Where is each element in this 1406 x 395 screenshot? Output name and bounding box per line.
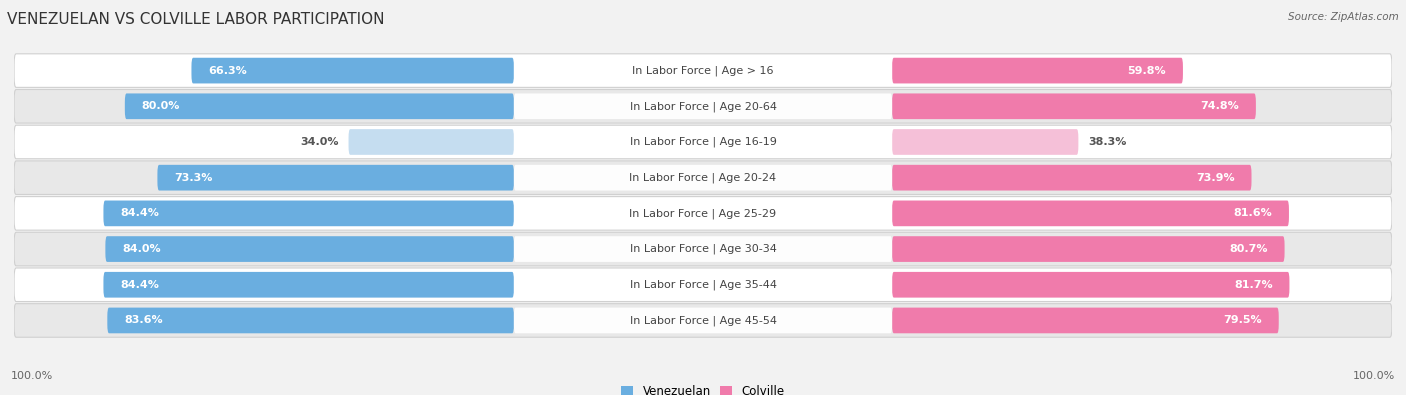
FancyBboxPatch shape [157,165,513,190]
Text: Source: ZipAtlas.com: Source: ZipAtlas.com [1288,12,1399,22]
FancyBboxPatch shape [14,304,1392,337]
Text: In Labor Force | Age 20-24: In Labor Force | Age 20-24 [630,173,776,183]
FancyBboxPatch shape [14,197,1392,230]
Text: 84.4%: 84.4% [121,209,159,218]
FancyBboxPatch shape [513,236,893,262]
Legend: Venezuelan, Colville: Venezuelan, Colville [617,380,789,395]
FancyBboxPatch shape [893,201,1289,226]
FancyBboxPatch shape [513,58,893,83]
FancyBboxPatch shape [513,94,893,119]
FancyBboxPatch shape [893,272,1289,297]
FancyBboxPatch shape [513,129,893,155]
FancyBboxPatch shape [107,308,513,333]
Text: 73.9%: 73.9% [1197,173,1234,182]
FancyBboxPatch shape [14,90,1392,123]
Text: 59.8%: 59.8% [1128,66,1166,75]
Text: 83.6%: 83.6% [124,316,163,325]
FancyBboxPatch shape [104,272,513,297]
FancyBboxPatch shape [14,232,1392,266]
FancyBboxPatch shape [513,308,893,333]
Text: In Labor Force | Age 45-54: In Labor Force | Age 45-54 [630,315,776,326]
Text: In Labor Force | Age > 16: In Labor Force | Age > 16 [633,65,773,76]
Text: 81.6%: 81.6% [1233,209,1272,218]
Text: In Labor Force | Age 25-29: In Labor Force | Age 25-29 [630,208,776,218]
FancyBboxPatch shape [513,165,893,190]
FancyBboxPatch shape [893,129,1078,155]
Text: 66.3%: 66.3% [208,66,247,75]
Text: In Labor Force | Age 35-44: In Labor Force | Age 35-44 [630,280,776,290]
Text: In Labor Force | Age 16-19: In Labor Force | Age 16-19 [630,137,776,147]
Text: 34.0%: 34.0% [299,137,339,147]
Text: In Labor Force | Age 20-64: In Labor Force | Age 20-64 [630,101,776,111]
FancyBboxPatch shape [349,129,513,155]
FancyBboxPatch shape [893,165,1251,190]
FancyBboxPatch shape [125,94,513,119]
FancyBboxPatch shape [893,94,1256,119]
FancyBboxPatch shape [14,125,1392,159]
Text: 84.4%: 84.4% [121,280,159,290]
Text: 38.3%: 38.3% [1088,137,1126,147]
Text: 74.8%: 74.8% [1201,101,1239,111]
FancyBboxPatch shape [14,268,1392,301]
Text: 84.0%: 84.0% [122,244,160,254]
FancyBboxPatch shape [893,58,1182,83]
FancyBboxPatch shape [893,236,1285,262]
Text: 79.5%: 79.5% [1223,316,1261,325]
Text: 80.7%: 80.7% [1229,244,1268,254]
Text: 100.0%: 100.0% [11,371,53,381]
Text: VENEZUELAN VS COLVILLE LABOR PARTICIPATION: VENEZUELAN VS COLVILLE LABOR PARTICIPATI… [7,12,384,27]
FancyBboxPatch shape [14,161,1392,194]
Text: 81.7%: 81.7% [1234,280,1272,290]
FancyBboxPatch shape [14,54,1392,87]
Text: In Labor Force | Age 30-34: In Labor Force | Age 30-34 [630,244,776,254]
FancyBboxPatch shape [893,308,1278,333]
FancyBboxPatch shape [513,201,893,226]
Text: 73.3%: 73.3% [174,173,212,182]
FancyBboxPatch shape [105,236,513,262]
FancyBboxPatch shape [191,58,513,83]
Text: 100.0%: 100.0% [1353,371,1395,381]
FancyBboxPatch shape [513,272,893,297]
Text: 80.0%: 80.0% [142,101,180,111]
FancyBboxPatch shape [104,201,513,226]
